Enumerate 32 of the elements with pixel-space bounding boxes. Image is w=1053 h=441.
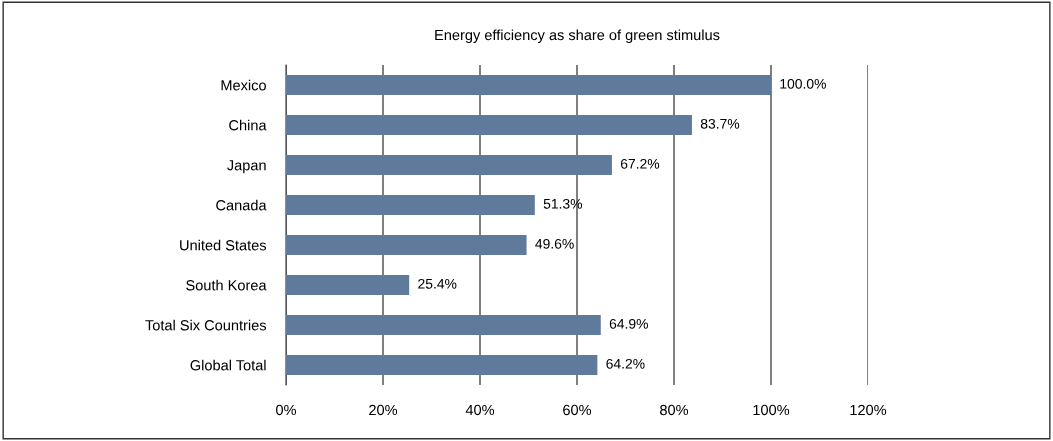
bar bbox=[286, 275, 410, 295]
bar bbox=[286, 115, 692, 135]
x-tick-label: 120% bbox=[850, 404, 887, 416]
x-tick-label: 100% bbox=[753, 404, 790, 416]
y-tick-label: Total Six Countries bbox=[145, 319, 267, 331]
bar bbox=[286, 75, 771, 95]
data-label: 64.2% bbox=[606, 358, 645, 369]
bar bbox=[286, 195, 535, 215]
bar bbox=[286, 355, 598, 375]
y-tick-label: Japan bbox=[227, 160, 266, 174]
x-tick-label: 80% bbox=[660, 404, 689, 416]
bar bbox=[286, 235, 527, 255]
y-tick-label: Mexico bbox=[221, 79, 266, 91]
data-label: 100.0% bbox=[780, 78, 826, 89]
y-tick-label: Canada bbox=[216, 199, 267, 211]
data-label: 67.2% bbox=[620, 158, 660, 169]
bar bbox=[286, 155, 612, 175]
x-tick-label: 20% bbox=[369, 404, 398, 416]
x-tick-label: 40% bbox=[465, 404, 495, 416]
data-label: 64.9% bbox=[609, 318, 648, 329]
y-tick-label: China bbox=[229, 119, 267, 131]
data-label: 49.6% bbox=[535, 238, 574, 249]
y-tick-label: United States bbox=[180, 239, 267, 251]
data-label: 25.4% bbox=[418, 278, 457, 289]
y-tick-label: South Korea bbox=[186, 279, 267, 291]
x-tick-label: 60% bbox=[563, 404, 592, 416]
y-tick-label: Global Total bbox=[190, 359, 266, 371]
data-label: 83.7% bbox=[700, 118, 740, 129]
bar bbox=[286, 315, 601, 335]
chart-title: Energy efficiency as share of green stimulus bbox=[435, 29, 720, 44]
data-label: 51.3% bbox=[543, 198, 583, 209]
x-tick-label: 0% bbox=[276, 404, 297, 416]
